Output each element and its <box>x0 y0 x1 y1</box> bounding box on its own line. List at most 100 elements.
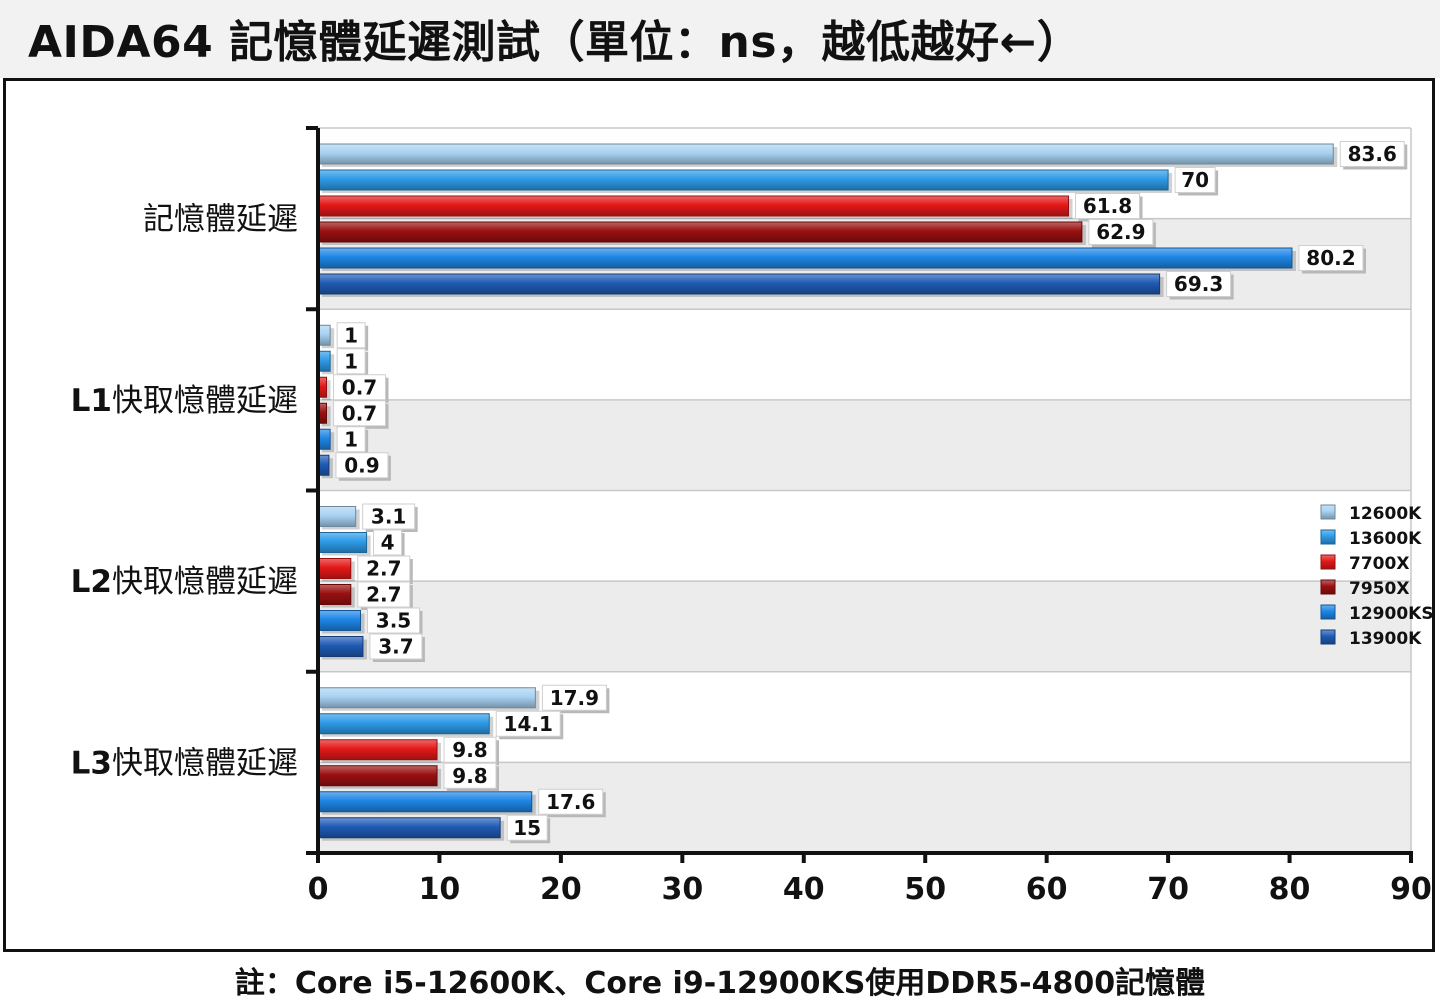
x-tick-label: 20 <box>540 872 582 907</box>
data-label: 15 <box>513 816 541 840</box>
data-label-box <box>1075 193 1141 219</box>
bar-12600K <box>317 687 536 709</box>
x-tick-label: 30 <box>661 872 703 907</box>
data-label: 4 <box>381 531 395 555</box>
data-label: 80.2 <box>1306 246 1355 270</box>
data-label: 70 <box>1181 168 1209 192</box>
data-label-box <box>495 710 561 737</box>
x-tick-label: 90 <box>1390 872 1432 907</box>
data-label-box <box>335 452 389 479</box>
bar-13900K <box>317 636 364 657</box>
data-label-box <box>373 529 403 556</box>
data-label-box <box>333 374 387 401</box>
data-label-box <box>336 426 366 453</box>
legend-swatch <box>1320 629 1336 645</box>
data-label-box <box>1174 167 1216 193</box>
bar-13900K <box>317 273 1161 295</box>
data-label: 1 <box>344 323 358 347</box>
group-band <box>318 399 1411 491</box>
data-label-box <box>541 684 607 711</box>
data-label: 61.8 <box>1083 194 1132 218</box>
bar-12900KS <box>317 247 1293 269</box>
bar-12900KS <box>317 610 362 631</box>
category-label: 記憶體延遲 <box>143 202 298 238</box>
data-label: 69.3 <box>1174 272 1223 296</box>
bar-7700X <box>317 739 438 761</box>
category-label: L1快取憶體延遲 <box>71 383 298 419</box>
data-label-box <box>1339 141 1405 167</box>
legend-label: 7700X <box>1349 554 1409 574</box>
bar-7950X <box>317 765 438 787</box>
data-label: 0.7 <box>342 375 377 399</box>
data-label: 62.9 <box>1096 220 1145 244</box>
data-label: 3.5 <box>376 609 411 633</box>
legend-label: 7950X <box>1349 579 1409 599</box>
legend: 12600K 13600K 7700X 7950X 12900KS 13900K <box>1320 504 1434 649</box>
legend-swatch <box>1320 504 1336 520</box>
bar-7700X <box>317 558 352 579</box>
data-label: 17.6 <box>546 790 595 814</box>
data-label-box <box>1166 271 1232 297</box>
bar-7950X <box>317 221 1083 243</box>
x-tick-label: 40 <box>783 872 825 907</box>
bar-7700X <box>317 195 1070 217</box>
data-label: 3.1 <box>371 505 406 529</box>
bar-13600K <box>317 169 1169 191</box>
data-label-box <box>1298 245 1364 271</box>
data-labels: 83.67061.862.980.269.3110.70.710.93.142.… <box>333 141 1408 844</box>
legend-swatch <box>1320 604 1336 620</box>
bar-13900K <box>317 817 501 839</box>
group-band <box>318 581 1411 672</box>
legend-swatch <box>1320 554 1336 570</box>
data-label: 0.7 <box>342 401 377 425</box>
legend-swatch <box>1320 579 1336 595</box>
data-label-box <box>1088 219 1154 245</box>
title-bar: AIDA64 記憶體延遲測試（單位：ns，越低越好←） <box>0 0 1440 78</box>
data-label: 83.6 <box>1348 142 1397 166</box>
legend-label: 13900K <box>1349 629 1422 649</box>
data-label-box <box>336 322 366 349</box>
bar-13600K <box>317 713 490 735</box>
data-label-box <box>357 581 411 608</box>
data-label: 14.1 <box>504 712 553 736</box>
data-label: 2.7 <box>366 557 401 581</box>
legend-label: 12900KS <box>1349 604 1434 624</box>
bar-12600K <box>317 143 1334 165</box>
bar-7950X <box>317 584 352 605</box>
chart-title: AIDA64 記憶體延遲測試（單位：ns，越低越好←） <box>28 17 1082 68</box>
x-tick-label: 50 <box>904 872 946 907</box>
data-label: 3.7 <box>378 635 413 659</box>
data-label: 1 <box>344 427 358 451</box>
data-label: 9.8 <box>452 738 487 762</box>
data-label-box <box>362 503 416 530</box>
data-label-box <box>443 762 497 789</box>
bar-13600K <box>317 532 368 553</box>
data-label-box <box>333 400 387 427</box>
data-label: 0.9 <box>344 453 379 477</box>
data-label: 1 <box>344 349 358 373</box>
legend-swatch <box>1320 529 1336 545</box>
category-label: L2快取憶體延遲 <box>71 564 298 600</box>
data-label-box <box>506 814 548 841</box>
legend-label: 12600K <box>1349 504 1422 524</box>
data-label-box <box>369 633 423 660</box>
x-tick-label: 10 <box>419 872 461 907</box>
x-tick-label: 80 <box>1269 872 1311 907</box>
bar-12600K <box>317 506 357 527</box>
legend-label: 13600K <box>1349 529 1422 549</box>
footnote: 註：Core i5-12600K、Core i9-12900KS使用DDR5-4… <box>234 966 1206 1001</box>
x-tick-label: 60 <box>1026 872 1068 907</box>
data-label-box <box>367 607 421 634</box>
category-labels: 記憶體延遲 L1快取憶體延遲 L2快取憶體延遲 L3快取憶體延遲 <box>71 202 298 782</box>
data-label-box <box>357 555 411 582</box>
data-label-box <box>443 736 497 763</box>
axes: 0 10 20 30 40 50 60 70 80 90 <box>306 126 1432 907</box>
bar-12900KS <box>317 791 533 813</box>
data-label: 9.8 <box>452 764 487 788</box>
category-label: L3快取憶體延遲 <box>71 745 298 781</box>
x-tick-label: 70 <box>1147 872 1189 907</box>
bars <box>317 143 1338 841</box>
data-label: 2.7 <box>366 583 401 607</box>
x-tick-label: 0 <box>308 872 329 907</box>
